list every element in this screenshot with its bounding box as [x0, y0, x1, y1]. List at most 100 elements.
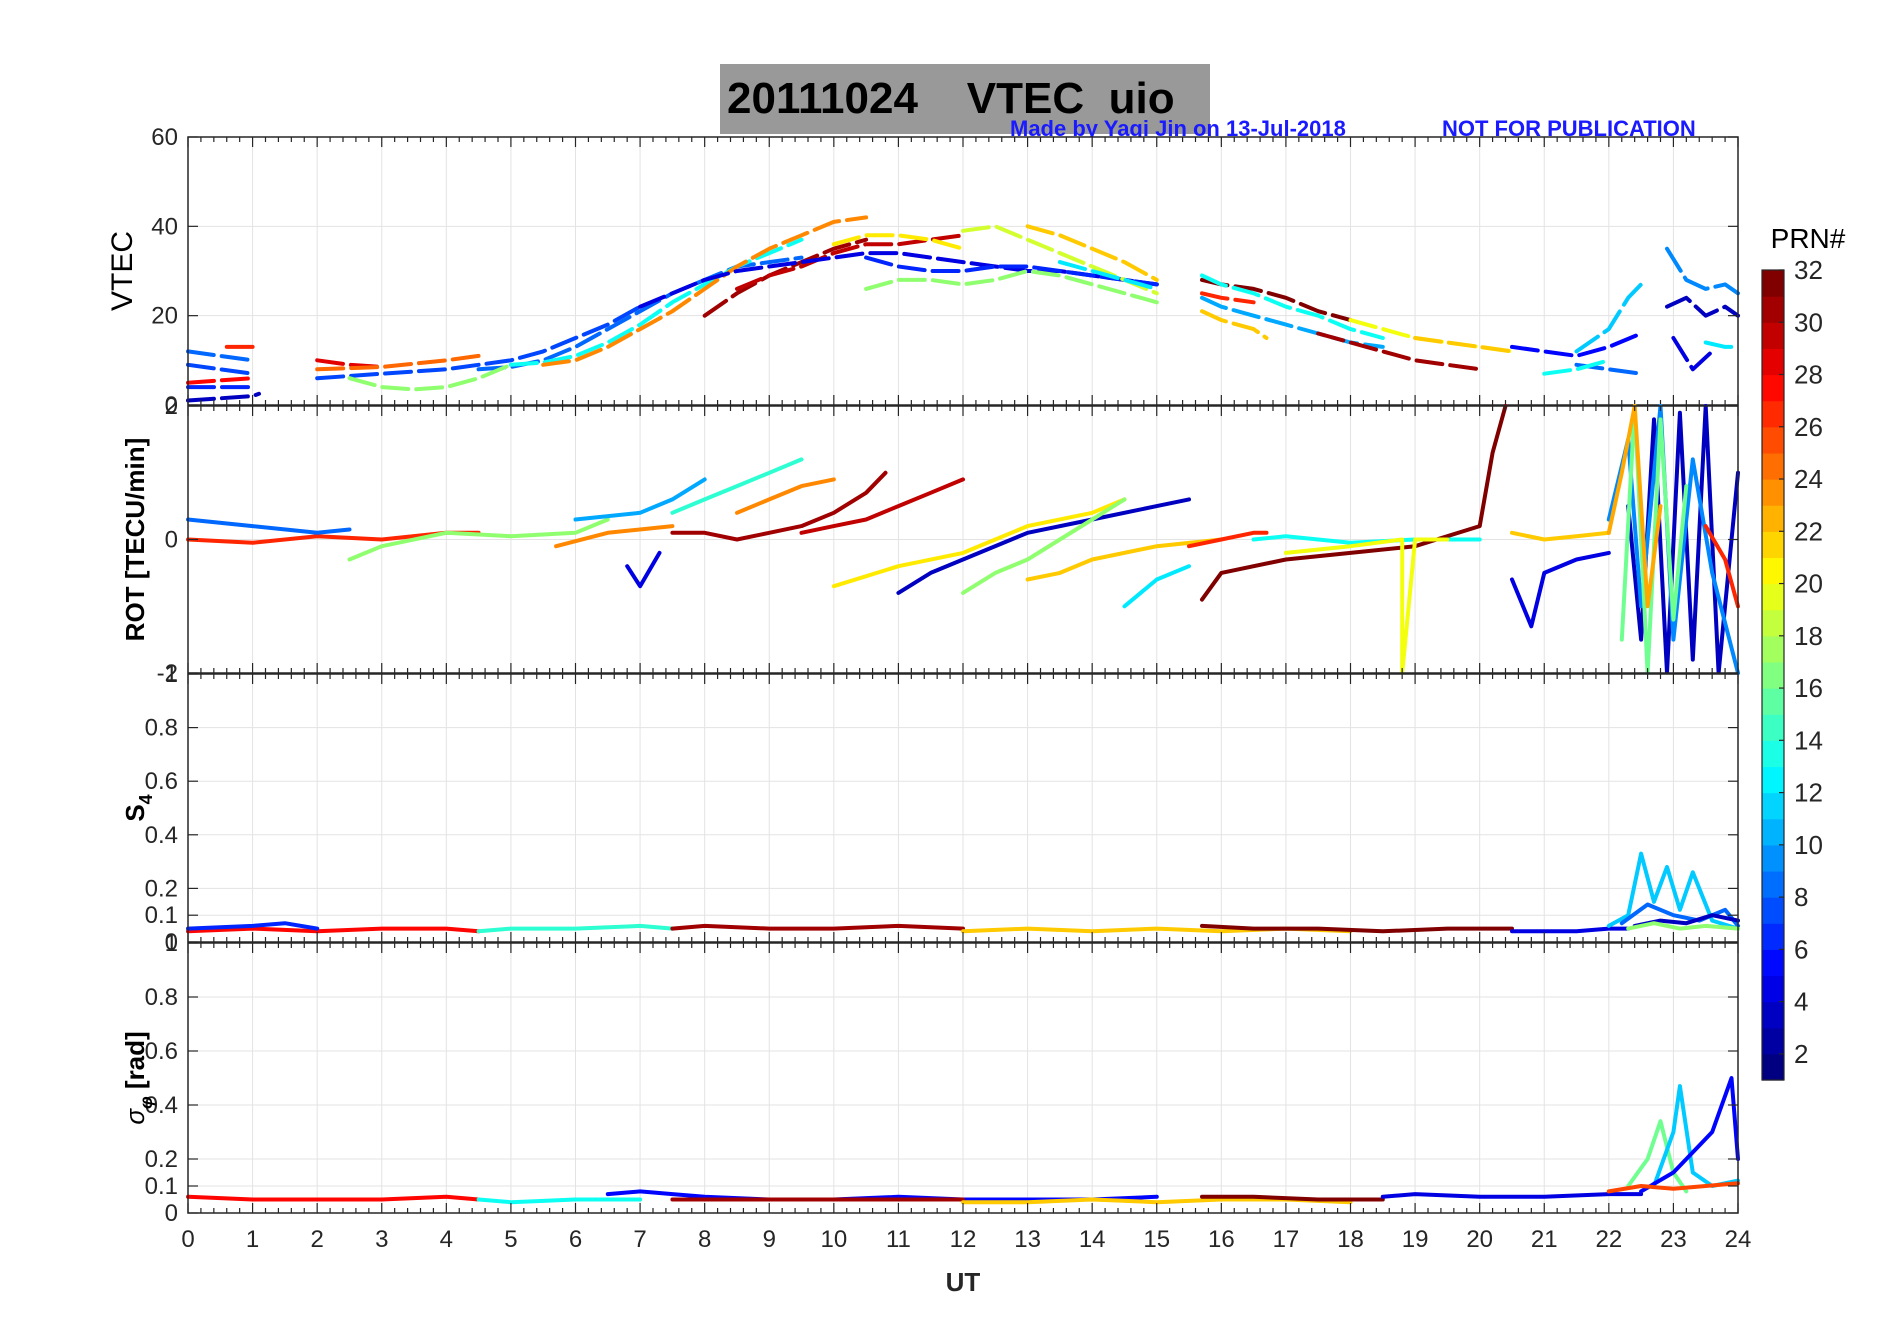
- colorbar-segment: [1762, 479, 1784, 506]
- colorbar-tick-label: 30: [1794, 307, 1823, 337]
- x-tick-label: 7: [633, 1226, 646, 1253]
- colorbar-tick-label: 18: [1794, 621, 1823, 651]
- series-line-prn-14: [476, 923, 675, 934]
- x-axis-label: UT: [946, 1267, 981, 1297]
- x-tick-label: 22: [1595, 1226, 1622, 1253]
- series-line-prn-31: [702, 237, 869, 318]
- y-axis-label-vtec: VTEC: [106, 231, 139, 311]
- colorbar-title: PRN#: [1771, 223, 1846, 254]
- x-tick-label: 12: [950, 1226, 977, 1253]
- series-line-prn-16: [1626, 1119, 1689, 1194]
- x-tick-label: 6: [569, 1226, 582, 1253]
- colorbar-segment: [1762, 975, 1784, 1003]
- colorbar-segment: [1762, 740, 1784, 768]
- series-line-prn-11: [1574, 282, 1644, 354]
- y-tick-label: 0.8: [145, 715, 178, 742]
- series-line-prn-8: [1619, 902, 1740, 928]
- series-line-prn-17: [347, 517, 610, 562]
- x-tick-label: 15: [1143, 1226, 1170, 1253]
- colorbar-tick-label: 28: [1794, 360, 1823, 390]
- colorbar-segment: [1762, 897, 1784, 924]
- series-line-prn-12: [1703, 340, 1740, 349]
- series-line-prn-22: [1025, 224, 1159, 282]
- colorbar-segment: [1762, 609, 1784, 637]
- colorbar-tick-label: 14: [1794, 725, 1823, 755]
- series-line-prn-32: [1200, 923, 1514, 934]
- x-tick-label: 18: [1337, 1226, 1364, 1253]
- x-tick-label: 9: [763, 1226, 776, 1253]
- x-tick-label: 0: [181, 1226, 194, 1253]
- series-line-prn-28: [186, 926, 481, 934]
- y-tick-label: 0.6: [145, 1038, 178, 1065]
- series-line-prn-22: [1200, 309, 1269, 340]
- colorbar-segment: [1762, 1053, 1784, 1081]
- series-line-prn-24: [541, 215, 869, 367]
- colorbar-segment: [1762, 531, 1784, 559]
- colorbar-segment: [1762, 452, 1784, 480]
- y-tick-label: 0.4: [145, 1092, 178, 1119]
- y-tick-label: 0.6: [145, 768, 178, 795]
- x-tick-label: 16: [1208, 1226, 1235, 1253]
- series-line-prn-4: [1671, 336, 1715, 372]
- y-tick-label: 0.1: [145, 902, 178, 929]
- colorbar-tick-label: 6: [1794, 934, 1808, 964]
- series-line-prn-9: [1665, 246, 1740, 296]
- x-tick-label: 3: [375, 1226, 388, 1253]
- y-tick-label: 0.4: [145, 822, 178, 849]
- colorbar-segment: [1762, 296, 1784, 323]
- colorbar-segment: [1762, 557, 1784, 585]
- series-line-prn-27: [1187, 530, 1269, 549]
- series-line-prn-13: [1542, 358, 1611, 376]
- series-line-prn-30: [799, 477, 965, 535]
- colorbar-segment: [1762, 374, 1784, 402]
- title-background: [720, 64, 1210, 134]
- colorbar-segment: [1762, 714, 1784, 741]
- series-line-prn-22: [1025, 537, 1224, 582]
- x-tick-label: 13: [1014, 1226, 1041, 1253]
- series-line-prn-24: [554, 524, 675, 549]
- x-tick-label: 11: [886, 1226, 911, 1253]
- colorbar-segment: [1762, 870, 1784, 898]
- y-tick-label: 0.1: [145, 1173, 178, 1200]
- series-line-prn-32: [1200, 1194, 1385, 1202]
- series-line-prn-12: [1057, 260, 1159, 291]
- series-line-prn-4: [1380, 1192, 1644, 1199]
- series-line-prn-28: [186, 376, 255, 385]
- y-tick-label: 20: [151, 303, 178, 330]
- series-line-prn-6: [186, 921, 320, 931]
- series-line-prn-32: [1200, 404, 1508, 602]
- series-line-prn-8: [186, 349, 255, 363]
- colorbar-tick-label: 2: [1794, 1039, 1808, 1069]
- x-tick-label: 4: [440, 1226, 453, 1253]
- y-tick-label: 0.2: [145, 875, 178, 902]
- colorbar-tick-label: 22: [1794, 516, 1823, 546]
- colorbar-segment: [1762, 688, 1784, 715]
- x-tick-label: 5: [504, 1226, 517, 1253]
- y-tick-label: 0: [165, 1200, 178, 1227]
- series-line-prn-21: [831, 233, 965, 251]
- colorbar-tick-label: 32: [1794, 255, 1823, 285]
- y-tick-label: 1: [165, 661, 178, 688]
- series-line-prn-11: [1606, 851, 1740, 931]
- colorbar-segment: [1762, 766, 1784, 794]
- colorbar-tick-label: 24: [1794, 464, 1823, 494]
- colorbar-segment: [1762, 1027, 1784, 1055]
- colorbar-segment: [1762, 505, 1784, 532]
- series-line-prn-31: [1316, 331, 1482, 372]
- colorbar-tick-label: 20: [1794, 569, 1823, 599]
- x-tick-label: 8: [698, 1226, 711, 1253]
- y-tick-label: 0: [165, 527, 178, 554]
- series-line-prn-22: [1413, 336, 1514, 354]
- series-line-prn-3: [186, 391, 261, 403]
- figure-title: 20111024 VTEC uio: [727, 74, 1175, 123]
- y-axis-label-s4: S4: [120, 794, 156, 821]
- series-line-prn-13: [1200, 273, 1385, 340]
- series-line-prn-5: [1510, 331, 1644, 358]
- series-line-prn-14: [670, 457, 804, 515]
- x-tick-label: 2: [310, 1226, 323, 1253]
- x-tick-label: 23: [1660, 1226, 1687, 1253]
- series-line-prn-20: [1283, 537, 1450, 675]
